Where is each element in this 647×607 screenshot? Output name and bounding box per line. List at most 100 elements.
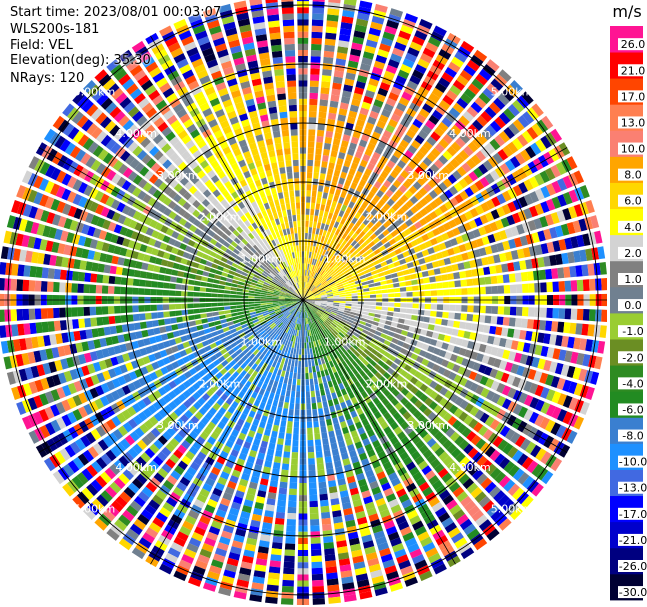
velocity-gate — [305, 311, 309, 318]
velocity-gate — [426, 230, 435, 239]
velocity-gate — [365, 551, 378, 561]
velocity-gate — [372, 259, 380, 266]
velocity-gate — [411, 279, 418, 286]
velocity-gate — [573, 250, 581, 263]
velocity-gate — [275, 362, 281, 369]
velocity-gate — [315, 148, 322, 155]
velocity-gate — [296, 385, 301, 392]
velocity-gate — [303, 295, 308, 300]
velocity-gate — [311, 264, 316, 272]
velocity-gate — [424, 310, 431, 316]
velocity-gate — [463, 64, 477, 77]
velocity-gate — [307, 311, 310, 318]
velocity-gate — [337, 369, 344, 377]
velocity-gate — [506, 374, 516, 386]
velocity-gate — [491, 285, 499, 294]
velocity-gate — [328, 253, 334, 260]
velocity-gate — [424, 303, 432, 310]
velocity-gate — [376, 294, 383, 298]
velocity-gate — [238, 351, 246, 359]
velocity-gate — [273, 307, 280, 311]
velocity-gate — [335, 350, 341, 357]
velocity-gate — [472, 451, 483, 463]
velocity-gate — [240, 335, 248, 342]
velocity-gate — [235, 295, 243, 299]
velocity-gate — [299, 342, 302, 349]
velocity-gate — [396, 253, 405, 260]
velocity-gate — [305, 288, 308, 295]
velocity-gate — [65, 282, 72, 293]
velocity-gate — [526, 126, 539, 140]
velocity-gate — [34, 280, 42, 292]
velocity-gate — [306, 276, 309, 283]
velocity-gate — [307, 433, 314, 441]
velocity-gate — [247, 334, 255, 341]
velocity-gate — [240, 472, 250, 481]
velocity-gate — [307, 141, 315, 148]
velocity-gate — [237, 329, 244, 335]
velocity-gate — [428, 92, 440, 104]
velocity-gate — [475, 438, 487, 450]
velocity-gate — [137, 411, 148, 422]
velocity-gate — [415, 476, 427, 487]
velocity-gate — [193, 292, 200, 297]
velocity-gate — [338, 253, 345, 260]
velocity-gate — [236, 308, 243, 312]
velocity-gate — [417, 315, 424, 322]
velocity-gate — [162, 235, 171, 244]
velocity-gate — [336, 434, 344, 443]
velocity-gate — [361, 341, 369, 348]
velocity-gate — [281, 288, 287, 293]
velocity-gate — [199, 303, 206, 308]
velocity-gate — [339, 303, 346, 306]
velocity-gate — [187, 303, 194, 309]
velocity-gate — [426, 437, 437, 448]
velocity-gate — [405, 314, 412, 320]
velocity-gate — [171, 324, 179, 331]
velocity-gate — [157, 435, 168, 446]
velocity-gate — [127, 418, 138, 429]
velocity-gate — [372, 439, 381, 449]
velocity-gate — [79, 329, 87, 340]
velocity-gate — [73, 330, 81, 341]
velocity-gate — [159, 349, 168, 358]
velocity-gate — [332, 82, 342, 90]
velocity-gate — [375, 290, 383, 294]
velocity-gate — [431, 87, 444, 99]
velocity-gate — [314, 302, 321, 306]
velocity-gate — [345, 438, 354, 446]
velocity-gate — [474, 180, 485, 191]
velocity-gate — [434, 126, 445, 137]
velocity-gate — [233, 591, 247, 600]
velocity-gate — [261, 288, 268, 292]
velocity-gate — [396, 323, 404, 329]
velocity-gate — [83, 352, 93, 363]
velocity-gate — [409, 74, 421, 85]
velocity-gate — [479, 305, 486, 314]
velocity-gate — [252, 438, 261, 446]
velocity-gate — [322, 281, 329, 287]
velocity-gate — [470, 101, 483, 114]
velocity-gate — [387, 384, 396, 393]
velocity-gate — [484, 173, 495, 185]
velocity-gate — [63, 244, 72, 256]
velocity-gate — [372, 194, 381, 203]
velocity-gate — [67, 382, 78, 395]
velocity-gate — [349, 311, 357, 316]
velocity-gate — [327, 590, 341, 598]
velocity-gate — [334, 403, 342, 411]
velocity-gate — [350, 162, 359, 171]
velocity-gate — [203, 328, 211, 335]
velocity-gate — [189, 320, 197, 327]
velocity-gate — [190, 326, 198, 333]
velocity-gate — [429, 253, 438, 262]
velocity-gate — [329, 323, 336, 330]
velocity-gate — [350, 309, 357, 313]
velocity-gate — [345, 342, 352, 349]
velocity-gate — [188, 537, 202, 548]
velocity-gate — [345, 206, 352, 214]
velocity-gate — [459, 132, 471, 144]
velocity-gate — [478, 92, 491, 105]
velocity-gate — [564, 237, 573, 250]
